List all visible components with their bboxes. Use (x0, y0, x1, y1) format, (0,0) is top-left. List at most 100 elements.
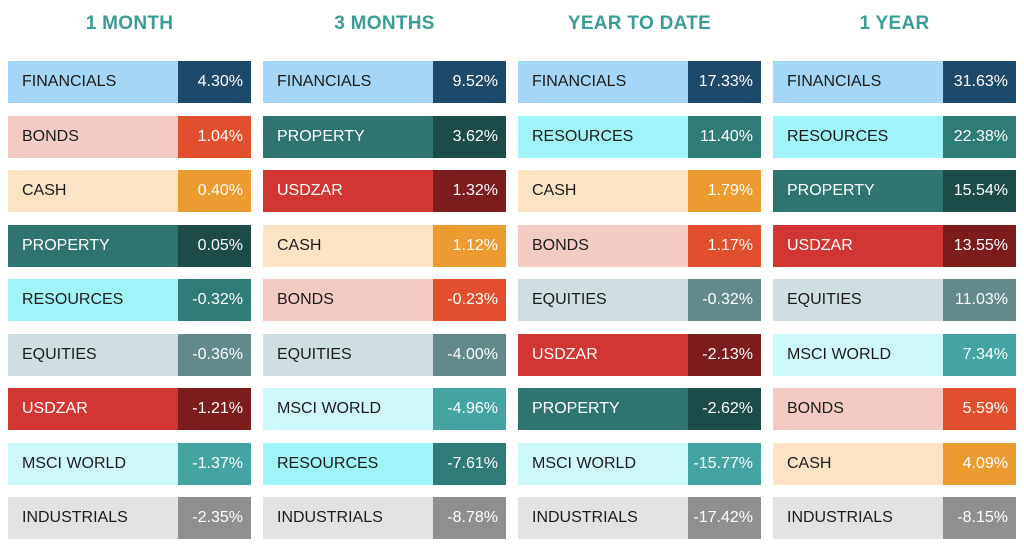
return-value: 4.09% (943, 443, 1016, 485)
table-row: BONDS -0.23% (263, 279, 506, 321)
column-year-to-date: YEAR TO DATE FINANCIALS 17.33% RESOURCES 11… (518, 0, 761, 539)
return-value: 1.04% (178, 116, 251, 158)
asset-class-label: FINANCIALS (263, 61, 433, 103)
table-row: BONDS 1.17% (518, 225, 761, 267)
return-value: -15.77% (688, 443, 761, 485)
asset-class-label: CASH (263, 225, 433, 267)
table-row: CASH 4.09% (773, 443, 1016, 485)
table-row: USDZAR -1.21% (8, 388, 251, 430)
return-value: -8.15% (943, 497, 1016, 539)
table-row: CASH 1.12% (263, 225, 506, 267)
table-row: USDZAR -2.13% (518, 334, 761, 376)
asset-class-label: INDUSTRIALS (773, 497, 943, 539)
return-value: -0.32% (688, 279, 761, 321)
return-value: -2.62% (688, 388, 761, 430)
table-row: USDZAR 13.55% (773, 225, 1016, 267)
table-row: RESOURCES -0.32% (8, 279, 251, 321)
asset-class-label: USDZAR (518, 334, 688, 376)
table-row: BONDS 1.04% (8, 116, 251, 158)
return-value: -2.35% (178, 497, 251, 539)
column-3-months: 3 MONTHS FINANCIALS 9.52% PROPERTY 3.62% USD… (263, 0, 506, 539)
table-row: PROPERTY 3.62% (263, 116, 506, 158)
asset-class-label: INDUSTRIALS (263, 497, 433, 539)
asset-class-label: RESOURCES (773, 116, 943, 158)
table-row: FINANCIALS 9.52% (263, 61, 506, 103)
table-row: MSCI WORLD 7.34% (773, 334, 1016, 376)
asset-class-label: EQUITIES (263, 334, 433, 376)
return-value: -1.21% (178, 388, 251, 430)
asset-class-label: EQUITIES (8, 334, 178, 376)
table-row: RESOURCES 11.40% (518, 116, 761, 158)
return-value: -0.23% (433, 279, 506, 321)
asset-class-label: INDUSTRIALS (8, 497, 178, 539)
return-value: -7.61% (433, 443, 506, 485)
asset-class-label: CASH (518, 170, 688, 212)
return-value: 0.05% (178, 225, 251, 267)
return-value: 1.17% (688, 225, 761, 267)
return-value: 22.38% (943, 116, 1016, 158)
asset-class-label: MSCI WORLD (8, 443, 178, 485)
table-row: EQUITIES -4.00% (263, 334, 506, 376)
table-row: INDUSTRIALS -2.35% (8, 497, 251, 539)
table-row: MSCI WORLD -1.37% (8, 443, 251, 485)
asset-class-label: RESOURCES (8, 279, 178, 321)
column-1-year: 1 YEAR FINANCIALS 31.63% RESOURCES 22.38% PR… (773, 0, 1016, 539)
asset-class-label: FINANCIALS (518, 61, 688, 103)
column-title: 3 MONTHS (334, 13, 435, 34)
column-title: 1 YEAR (859, 13, 930, 34)
asset-class-label: BONDS (773, 388, 943, 430)
return-value: 17.33% (688, 61, 761, 103)
asset-class-label: RESOURCES (263, 443, 433, 485)
asset-class-label: BONDS (518, 225, 688, 267)
table-row: FINANCIALS 4.30% (8, 61, 251, 103)
return-value: 11.40% (688, 116, 761, 158)
asset-class-label: BONDS (263, 279, 433, 321)
asset-class-label: CASH (773, 443, 943, 485)
return-value: 0.40% (178, 170, 251, 212)
asset-class-label: EQUITIES (773, 279, 943, 321)
asset-class-label: USDZAR (263, 170, 433, 212)
asset-class-label: USDZAR (8, 388, 178, 430)
table-row: EQUITIES -0.32% (518, 279, 761, 321)
return-value: -0.32% (178, 279, 251, 321)
table-row: RESOURCES 22.38% (773, 116, 1016, 158)
return-value: 3.62% (433, 116, 506, 158)
column-title: 1 MONTH (85, 13, 174, 34)
table-row: PROPERTY -2.62% (518, 388, 761, 430)
return-value: 1.12% (433, 225, 506, 267)
asset-class-label: RESOURCES (518, 116, 688, 158)
table-row: BONDS 5.59% (773, 388, 1016, 430)
asset-class-label: USDZAR (773, 225, 943, 267)
return-value: -0.36% (178, 334, 251, 376)
asset-class-label: MSCI WORLD (518, 443, 688, 485)
table-row: EQUITIES -0.36% (8, 334, 251, 376)
asset-class-label: FINANCIALS (8, 61, 178, 103)
table-row: CASH 1.79% (518, 170, 761, 212)
return-value: 31.63% (943, 61, 1016, 103)
table-row: INDUSTRIALS -8.15% (773, 497, 1016, 539)
asset-class-label: PROPERTY (773, 170, 943, 212)
return-value: 7.34% (943, 334, 1016, 376)
table-row: FINANCIALS 17.33% (518, 61, 761, 103)
table-row: INDUSTRIALS -17.42% (518, 497, 761, 539)
table-row: PROPERTY 0.05% (8, 225, 251, 267)
table-row: EQUITIES 11.03% (773, 279, 1016, 321)
return-value: 5.59% (943, 388, 1016, 430)
asset-class-label: MSCI WORLD (263, 388, 433, 430)
table-row: MSCI WORLD -4.96% (263, 388, 506, 430)
asset-class-label: MSCI WORLD (773, 334, 943, 376)
asset-class-label: PROPERTY (518, 388, 688, 430)
return-value: 15.54% (943, 170, 1016, 212)
return-value: -8.78% (433, 497, 506, 539)
return-value: 4.30% (178, 61, 251, 103)
return-value: -1.37% (178, 443, 251, 485)
table-row: CASH 0.40% (8, 170, 251, 212)
asset-class-label: FINANCIALS (773, 61, 943, 103)
return-value: -4.00% (433, 334, 506, 376)
column-title: YEAR TO DATE (567, 13, 712, 34)
table-row: USDZAR 1.32% (263, 170, 506, 212)
return-value: 1.32% (433, 170, 506, 212)
return-value: 13.55% (943, 225, 1016, 267)
table-row: PROPERTY 15.54% (773, 170, 1016, 212)
